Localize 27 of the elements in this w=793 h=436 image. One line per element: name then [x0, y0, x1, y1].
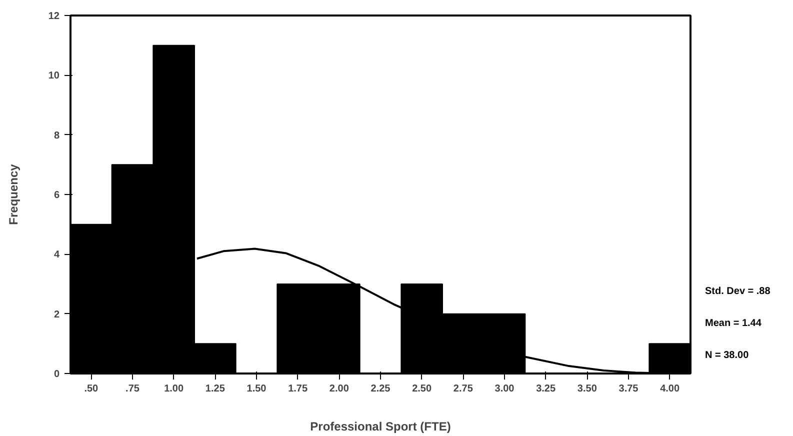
y-tick-label: 12 — [48, 11, 60, 22]
y-tick-label: 10 — [48, 70, 60, 82]
text: N = 38.00 — [705, 349, 749, 363]
text: Std. Dev = .88 — [705, 285, 770, 299]
y-tick-label: 8 — [54, 130, 60, 142]
x-tick-label: 2.75 — [453, 384, 474, 394]
y-tick-label: 6 — [54, 190, 60, 201]
x-tick-label: 1.25 — [205, 384, 226, 394]
x-tick-label: 3.25 — [536, 384, 556, 394]
x-axis-title: Professional Sport (FTE) — [310, 420, 451, 434]
text: Mean = 1.44 — [705, 317, 762, 331]
x-tick-label: .75 — [126, 384, 140, 394]
x-tick-label: 2.00 — [329, 384, 350, 394]
x-tick-label: 4.00 — [660, 384, 680, 394]
y-tick-label: 2 — [54, 309, 60, 320]
x-tick-label: 1.75 — [288, 384, 308, 394]
y-tick-label: 4 — [54, 250, 60, 261]
y-axis-title: Frequency — [6, 164, 20, 225]
x-tick-label: .50 — [84, 384, 99, 394]
x-tick-label: 3.00 — [494, 384, 515, 394]
x-tick-label: 1.50 — [246, 384, 267, 394]
x-tick-label: 1.00 — [164, 384, 184, 394]
x-tick-label: 3.50 — [577, 384, 598, 394]
y-tick-label: 0 — [54, 369, 60, 380]
x-tick-label: 3.75 — [618, 384, 639, 394]
x-tick-label: 2.50 — [412, 384, 432, 394]
x-tick-label: 2.25 — [370, 384, 391, 394]
